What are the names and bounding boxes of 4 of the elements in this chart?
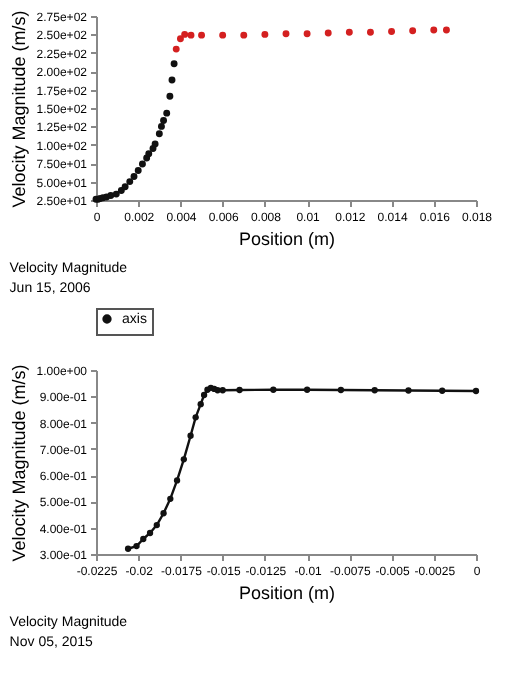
y-axis-title: Velocity Magnitude (m/s) (8, 10, 29, 208)
y-axis-title: Velocity Magnitude (m/s) (8, 364, 29, 562)
x-axis-title: Position (m) (238, 583, 336, 603)
x-axis-title: Position (m) (238, 229, 336, 249)
